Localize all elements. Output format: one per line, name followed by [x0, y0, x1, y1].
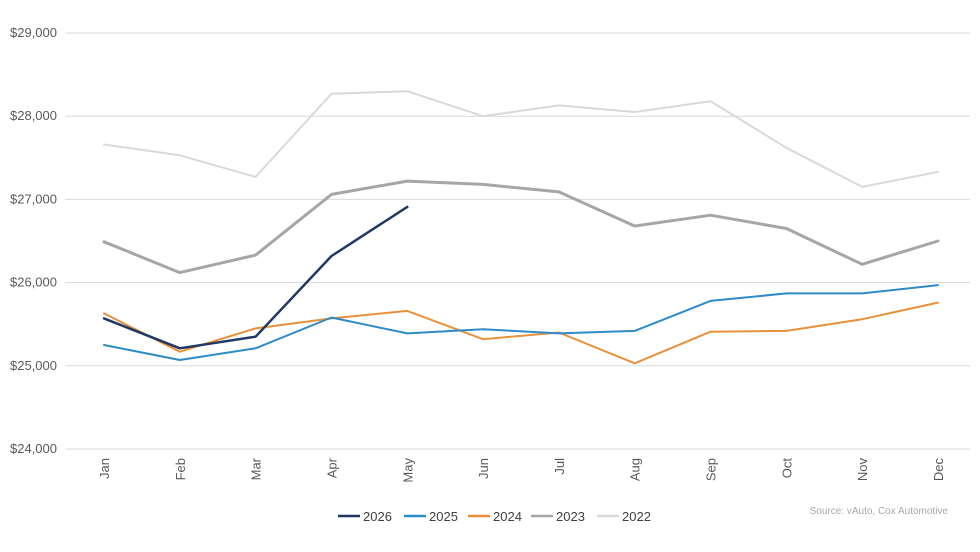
gridlines	[65, 32, 970, 450]
series-line-2026	[102, 205, 409, 350]
legend-label-2024: 2024	[493, 509, 522, 524]
legend-label-2022: 2022	[622, 509, 651, 524]
source-note: Source: vAuto, Cox Automotive	[810, 506, 949, 517]
series-line-2023	[102, 179, 940, 275]
x-tick-label: May	[400, 458, 415, 483]
y-tick-label: $29,000	[10, 25, 57, 40]
y-tick-label: $28,000	[10, 108, 57, 123]
x-axis-ticks: Jan Feb Mar Apr May Jun Jul Aug Sep Oct Nov Dec	[97, 457, 946, 482]
y-tick-label: $24,000	[10, 441, 57, 456]
y-tick-label: $27,000	[10, 191, 57, 206]
x-tick-label: Sep	[704, 458, 719, 481]
x-tick-label: Dec	[931, 458, 946, 482]
legend: 2026 2025 2024 2023 2022	[338, 509, 651, 524]
legend-label-2026: 2026	[363, 509, 392, 524]
y-tick-label: $26,000	[10, 275, 57, 290]
x-tick-label: Jan	[97, 458, 112, 479]
series-line-2024	[103, 301, 939, 365]
x-tick-label: Mar	[249, 457, 264, 480]
x-tick-label: Feb	[173, 458, 188, 480]
x-tick-label: Apr	[324, 457, 339, 478]
y-tick-label: $25,000	[10, 358, 57, 373]
x-tick-label: Oct	[779, 458, 794, 479]
y-axis-ticks: $24,000 $25,000 $26,000 $27,000 $28,000 $29,0…	[10, 25, 57, 456]
x-tick-label: Jul	[552, 458, 567, 475]
x-tick-label: Aug	[628, 458, 643, 481]
series-line-2025	[103, 284, 939, 361]
legend-label-2023: 2023	[556, 509, 585, 524]
legend-label-2025: 2025	[429, 509, 458, 524]
series-lines	[102, 90, 940, 365]
x-tick-label: Nov	[855, 458, 870, 482]
x-tick-label: Jun	[476, 458, 491, 479]
series-line-2022	[103, 90, 939, 188]
